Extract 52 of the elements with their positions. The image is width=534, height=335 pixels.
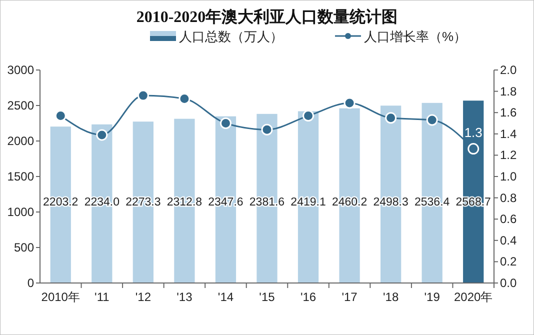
x-tick-label: '19 <box>424 290 440 304</box>
point <box>261 124 273 136</box>
data-label: 2460.2 <box>332 196 368 208</box>
x-tick-label: '13 <box>176 290 193 304</box>
y-tick-label: 3000 <box>7 63 34 77</box>
y2-tick-label: 0.2 <box>500 254 518 269</box>
x-tick-label: '17 <box>342 290 358 304</box>
data-label: 1.3 <box>464 124 482 140</box>
chart-title: 2010-2020年澳大利亚人口数量统计图 <box>136 8 398 26</box>
y-tick-label: 2500 <box>7 98 34 112</box>
x-tick-label: '15 <box>259 290 276 304</box>
point <box>344 97 356 109</box>
data-label: 2381.6 <box>249 196 285 208</box>
point <box>426 114 438 126</box>
x-tick-label: 2020年 <box>454 290 493 304</box>
data-label: 2312.8 <box>166 196 202 208</box>
y-tick-label: 500 <box>14 240 34 254</box>
point <box>468 143 480 155</box>
y2-tick-label: 1.8 <box>500 84 518 98</box>
x-tick-label: '18 <box>383 290 399 304</box>
point <box>302 110 314 122</box>
y-tick-label: 2000 <box>7 134 34 148</box>
x-tick-label: '11 <box>94 290 110 304</box>
legend-label: 人口增长率（%） <box>364 29 467 44</box>
y2-tick-label: 0.8 <box>500 190 518 205</box>
y2-tick-label: 1.4 <box>500 126 518 141</box>
point <box>137 90 149 102</box>
y-tick-label: 0 <box>27 276 34 290</box>
data-label: 2203.2 <box>43 196 78 208</box>
y2-tick-label: 1.6 <box>500 106 518 120</box>
data-label: 2498.3 <box>373 196 408 208</box>
legend-label: 人口总数（万人） <box>179 29 283 44</box>
data-label: 2234.0 <box>84 196 120 208</box>
x-tick-label: '12 <box>135 290 152 304</box>
x-tick-label: '14 <box>218 290 234 304</box>
x-tick-label: '16 <box>300 290 316 304</box>
y2-tick-label: 0.6 <box>500 212 518 226</box>
data-label: 2536.4 <box>414 196 450 208</box>
y2-tick-label: 1.0 <box>500 170 518 184</box>
y-tick-label: 1000 <box>7 205 34 219</box>
y-tick-label: 1500 <box>7 170 34 184</box>
y2-tick-label: 1.2 <box>500 148 518 162</box>
point <box>220 118 232 129</box>
point <box>385 112 397 124</box>
y2-tick-label: 0.4 <box>500 233 518 248</box>
y2-tick-label: 0.0 <box>500 276 518 290</box>
data-label: 2419.1 <box>290 196 326 208</box>
y2-tick-label: 2.0 <box>500 63 518 77</box>
x-tick-label: 2010年 <box>41 290 80 304</box>
data-label: 2273.3 <box>126 196 161 208</box>
data-label: 2347.6 <box>208 196 244 208</box>
point <box>96 129 108 141</box>
